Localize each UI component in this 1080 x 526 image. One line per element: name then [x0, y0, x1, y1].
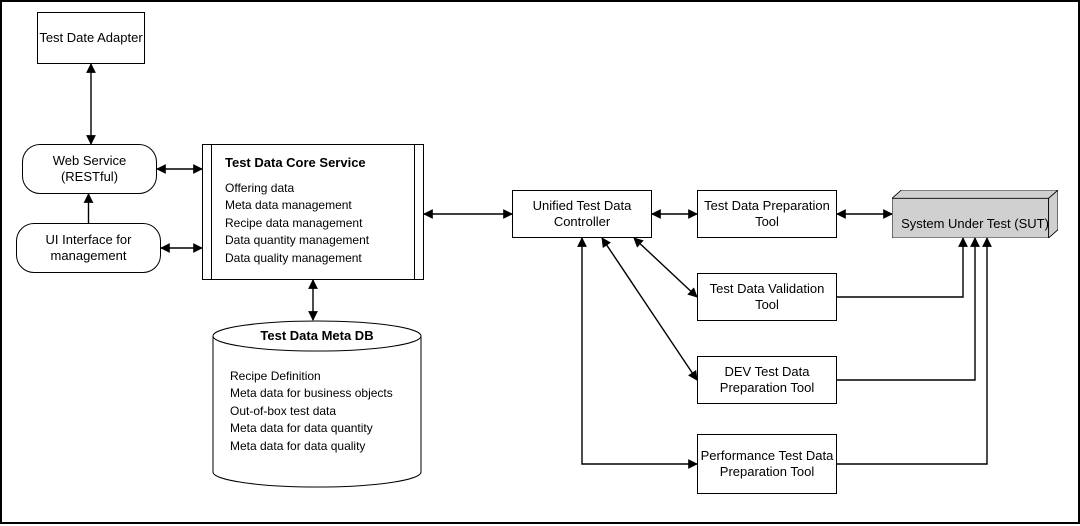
dev-tool-label: DEV Test Data Preparation Tool	[698, 364, 836, 397]
utdc-label: Unified Test Data Controller	[513, 198, 651, 231]
connectors	[2, 2, 1080, 526]
prep-tool-label: Test Data Preparation Tool	[698, 198, 836, 231]
webservice-box: Web Service (RESTful)	[22, 144, 157, 194]
sut-label: System Under Test (SUT)	[901, 216, 1049, 232]
core-service-list: Offering dataMeta data managementRecipe …	[225, 180, 401, 267]
validation-tool-label: Test Data Validation Tool	[698, 281, 836, 314]
validation-tool-box: Test Data Validation Tool	[697, 273, 837, 321]
prep-tool-box: Test Data Preparation Tool	[697, 190, 837, 238]
core-service-title: Test Data Core Service	[225, 155, 401, 170]
meta-db-cylinder: Test Data Meta DB Recipe DefinitionMeta …	[212, 320, 422, 488]
meta-db-title: Test Data Meta DB	[212, 328, 422, 343]
ui-interface-box: UI Interface for management	[16, 223, 161, 273]
adapter-label: Test Date Adapter	[39, 30, 142, 46]
adapter-box: Test Date Adapter	[37, 12, 145, 64]
meta-db-list: Recipe DefinitionMeta data for business …	[230, 368, 412, 455]
ui-interface-label: UI Interface for management	[17, 232, 160, 265]
core-service-box: Test Data Core Service Offering dataMeta…	[202, 144, 424, 280]
perf-tool-label: Performance Test Data Preparation Tool	[698, 448, 836, 481]
perf-tool-box: Performance Test Data Preparation Tool	[697, 434, 837, 494]
webservice-label: Web Service (RESTful)	[23, 153, 156, 186]
utdc-box: Unified Test Data Controller	[512, 190, 652, 238]
dev-tool-box: DEV Test Data Preparation Tool	[697, 356, 837, 404]
sut-box: System Under Test (SUT)	[892, 190, 1058, 238]
